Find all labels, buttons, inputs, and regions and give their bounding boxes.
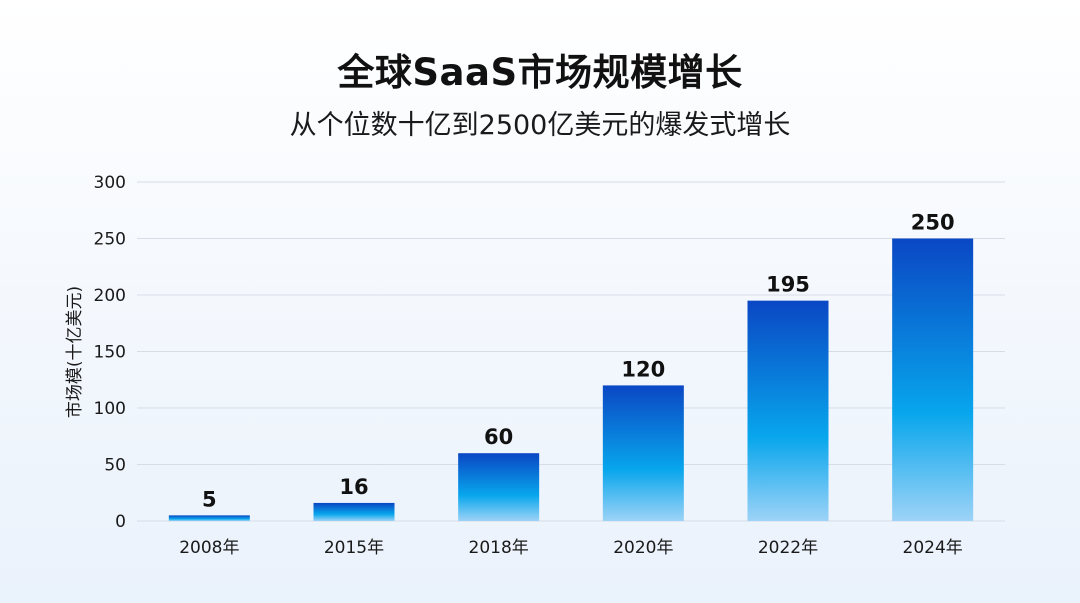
- x-tick-label: 2024年: [903, 538, 963, 558]
- x-tick-label: 2018年: [469, 538, 529, 558]
- bar: [458, 453, 540, 521]
- data-label: 120: [621, 357, 665, 381]
- chart-title: 全球SaaS市场规模增长: [337, 51, 743, 94]
- data-label: 195: [766, 273, 810, 297]
- y-axis-label: 市场模(十亿美元): [65, 286, 85, 418]
- y-tick-label: 250: [94, 230, 126, 250]
- data-label: 250: [911, 211, 955, 235]
- y-tick-label: 200: [94, 286, 126, 306]
- bar: [168, 515, 250, 521]
- y-tick-label: 50: [104, 456, 126, 476]
- bars: [168, 238, 974, 521]
- x-tick-label: 2008年: [179, 538, 239, 558]
- y-tick-label: 100: [94, 399, 126, 419]
- x-tick-label: 2015年: [324, 538, 384, 558]
- data-label: 5: [202, 487, 217, 511]
- y-axis-ticks: 0 50 100 150 200 250 300: [94, 173, 126, 532]
- chart-subtitle: 从个位数十亿到2500亿美元的爆发式增长: [289, 110, 791, 141]
- bar: [892, 238, 974, 521]
- bar: [602, 385, 684, 521]
- data-label: 16: [339, 475, 368, 499]
- bar: [313, 502, 395, 521]
- y-tick-label: 0: [115, 512, 126, 532]
- grid-lines: [137, 181, 1005, 522]
- data-labels: 5 16 60 120 195 250: [202, 211, 955, 512]
- x-tick-label: 2020年: [613, 538, 673, 558]
- bar: [747, 300, 829, 521]
- x-tick-label: 2022年: [758, 538, 818, 558]
- y-tick-label: 150: [94, 343, 126, 363]
- data-label: 60: [484, 425, 513, 449]
- x-axis-ticks: 2008年 2015年 2018年 2020年 2022年 2024年: [179, 538, 963, 558]
- y-tick-label: 300: [94, 173, 126, 193]
